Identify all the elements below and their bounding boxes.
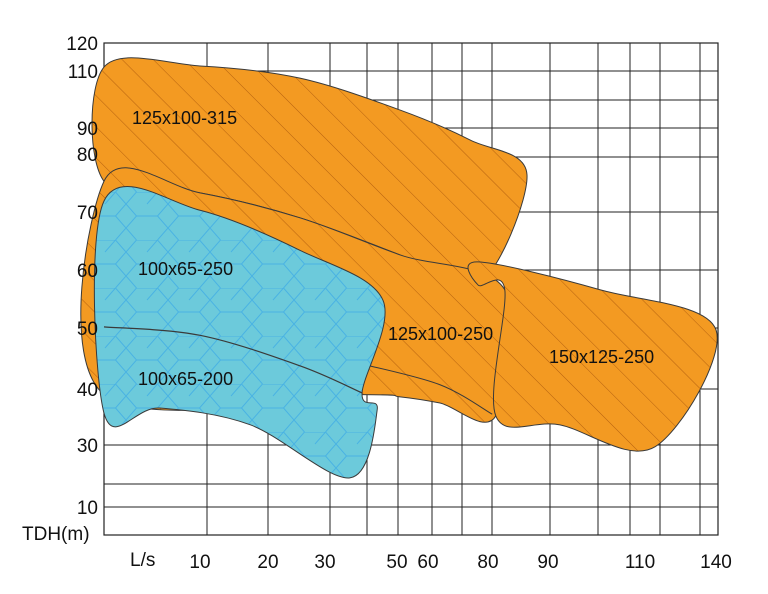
y-tick-label: 80 bbox=[77, 145, 98, 166]
y-tick-label: 50 bbox=[77, 319, 98, 340]
x-tick-label: 80 bbox=[477, 552, 498, 573]
x-tick-label: 110 bbox=[625, 552, 655, 573]
region-label-100x65-200: 100x65-200 bbox=[138, 369, 233, 389]
y-tick-label: 60 bbox=[77, 261, 98, 282]
region-125x100-250-inner-curve bbox=[361, 363, 493, 415]
x-tick-label: 30 bbox=[314, 552, 335, 573]
axes: TDH(m) L/s 10 30 40 50 60 70 80 90 110 120 10 20 30 5… bbox=[22, 34, 732, 573]
y-tick-label: 10 bbox=[77, 498, 98, 519]
x-tick-label: 60 bbox=[417, 552, 438, 573]
region-150x125-250-outline bbox=[467, 261, 718, 452]
y-tick-label: 40 bbox=[77, 380, 98, 401]
y-tick-label: 90 bbox=[77, 119, 98, 140]
x-tick-label: 10 bbox=[189, 552, 210, 573]
x-tick-label: 20 bbox=[257, 552, 278, 573]
region-label-150x125-250: 150x125-250 bbox=[549, 347, 654, 367]
region-label-125x100-315: 125x100-315 bbox=[132, 108, 237, 128]
y-tick-label: 70 bbox=[77, 203, 98, 224]
y-tick-label: 30 bbox=[77, 436, 98, 457]
x-tick-label: 50 bbox=[386, 552, 407, 573]
regions bbox=[80, 57, 718, 479]
region-label-100x65-250: 100x65-250 bbox=[138, 259, 233, 279]
y-tick-label: 110 bbox=[68, 62, 98, 83]
region-labels: 125x100-315 150x125-250 125x100-250 100x… bbox=[132, 108, 654, 389]
y-tick-label: 120 bbox=[66, 34, 98, 55]
y-axis-label: TDH(m) bbox=[22, 524, 90, 545]
region-100x65-250-outline bbox=[93, 186, 386, 479]
x-tick-label: 90 bbox=[537, 552, 558, 573]
region-label-125x100-250: 125x100-250 bbox=[388, 324, 493, 344]
x-tick-label: 140 bbox=[700, 552, 732, 573]
region-100x65-200-boundary bbox=[103, 326, 363, 394]
x-axis-label: L/s bbox=[130, 550, 155, 571]
